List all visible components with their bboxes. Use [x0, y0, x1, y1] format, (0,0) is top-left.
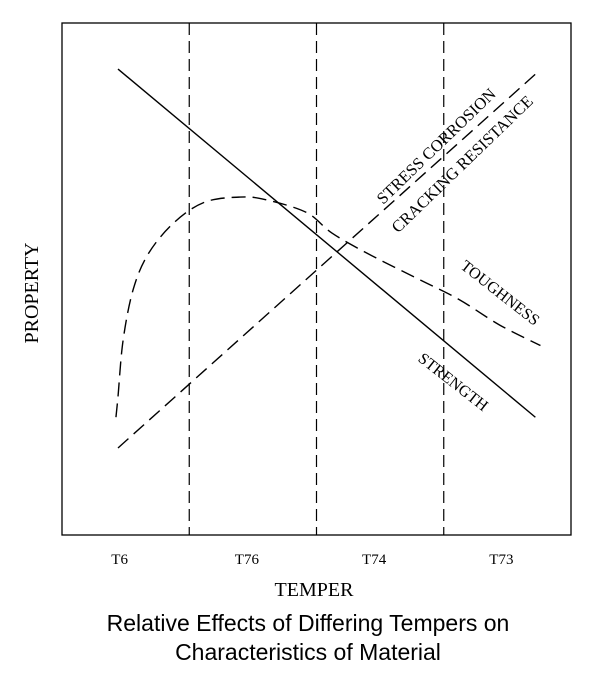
temper-separators	[188, 23, 445, 535]
x-tick-label-t76: T76	[235, 552, 260, 568]
y-axis-label: PROPERTY	[21, 242, 43, 343]
x-tick-label-t74: T74	[362, 552, 387, 568]
series-line-stress-corrosion-cracking-resistance	[117, 73, 536, 449]
strength-label: STRENGTH	[415, 350, 492, 415]
x-tick-labels: T6 T76 T74 T73	[111, 552, 513, 568]
toughness-label: TOUGHNESS	[457, 258, 542, 330]
series-line-toughness	[115, 196, 541, 418]
series-line-strength	[117, 68, 536, 418]
figure-caption-line2: Characteristics of Material	[175, 639, 441, 665]
x-tick-label-t73: T73	[489, 552, 513, 568]
x-tick-label-t6: T6	[111, 552, 128, 568]
x-axis-label: TEMPER	[275, 579, 355, 601]
figure-caption-line1: Relative Effects of Differing Tempers on	[106, 610, 510, 636]
series-layer	[115, 68, 541, 449]
